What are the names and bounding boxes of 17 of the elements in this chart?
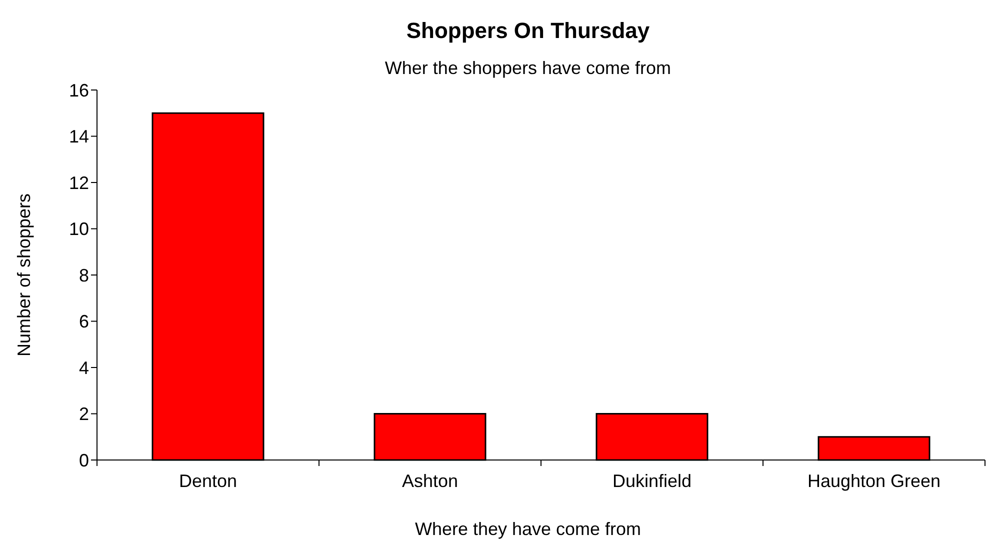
x-tick-label: Dukinfield	[612, 471, 692, 491]
y-tick-label: 10	[68, 219, 89, 240]
y-tick-label: 8	[78, 265, 89, 286]
chart-title: Shoppers On Thursday	[406, 18, 650, 43]
y-tick-label: 2	[78, 404, 89, 424]
x-tick-label: Haughton Green	[807, 471, 941, 491]
y-tick-label: 6	[78, 312, 89, 332]
chart-subtitle: Wher the shoppers have come from	[384, 58, 672, 78]
y-tick-label: 4	[78, 358, 89, 378]
y-tick-label: 16	[68, 80, 89, 100]
y-tick-label: 0	[78, 450, 89, 470]
y-axis-title: Number of shoppers	[14, 193, 34, 357]
x-tick-label: Ashton	[402, 471, 458, 491]
y-tick-label: 14	[68, 126, 89, 147]
y-tick-label: 12	[68, 172, 89, 193]
x-axis-title: Where they have come from	[414, 519, 642, 539]
x-tick-label: Denton	[178, 471, 238, 491]
